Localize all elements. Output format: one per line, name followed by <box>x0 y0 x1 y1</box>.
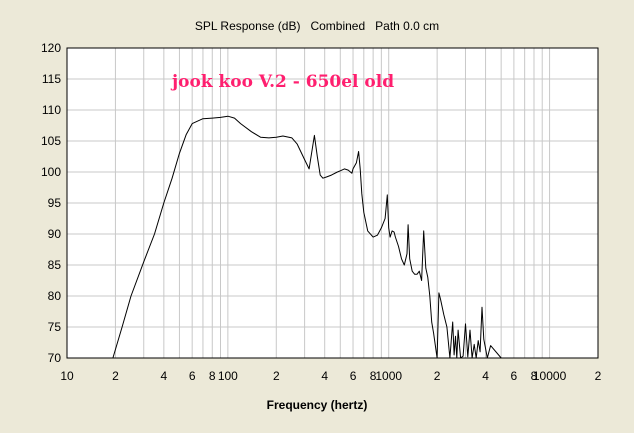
series-layer <box>112 115 502 359</box>
x-tick-label: 1000 <box>375 369 402 383</box>
y-tick-label: 80 <box>48 289 62 303</box>
x-tick-label: 4 <box>321 369 328 383</box>
y-tick-label: 110 <box>42 103 61 117</box>
x-tick-label: 100 <box>218 369 238 383</box>
plot-frame <box>66 47 599 359</box>
x-tick-label: 10 <box>60 369 74 383</box>
x-tick-label: 8 <box>531 369 538 383</box>
x-tick-label: 4 <box>482 369 489 383</box>
chart-annotation: jook koo V.2 - 650el old <box>170 72 394 92</box>
y-tick-label: 70 <box>48 351 62 365</box>
y-tick-label: 75 <box>48 320 62 334</box>
x-tick-label: 2 <box>434 369 441 383</box>
x-tick-label: 6 <box>511 369 518 383</box>
x-tick-label: 10000 <box>533 369 567 383</box>
x-tick-label: 2 <box>595 369 602 383</box>
y-tick-label: 120 <box>41 41 61 55</box>
x-tick-label: 2 <box>112 369 119 383</box>
spl-response-line <box>112 115 502 359</box>
y-tick-label: 105 <box>41 134 61 148</box>
y-tick-label: 100 <box>41 165 61 179</box>
x-tick-label: 4 <box>161 369 168 383</box>
x-tick-label: 6 <box>350 369 357 383</box>
y-tick-label: 90 <box>48 227 62 241</box>
chart-title: SPL Response (dB) Combined Path 0.0 cm <box>195 19 439 33</box>
y-tick-label: 115 <box>42 72 61 86</box>
x-axis-label: Frequency (hertz) <box>267 398 368 412</box>
y-tick-label: 85 <box>48 258 62 272</box>
x-tick-label: 6 <box>189 369 196 383</box>
y-tick-label: 95 <box>48 196 62 210</box>
x-tick-label: 2 <box>273 369 280 383</box>
y-tick-labels: 120 115 110 105 100 95 90 85 80 75 70 <box>41 41 61 365</box>
x-tick-label: 8 <box>209 369 216 383</box>
grid-layer <box>67 48 598 358</box>
x-tick-label: 8 <box>370 369 377 383</box>
